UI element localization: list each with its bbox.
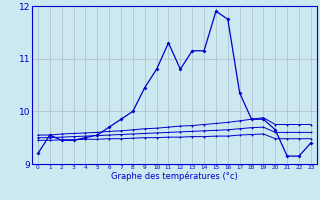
X-axis label: Graphe des températures (°c): Graphe des températures (°c) [111, 172, 238, 181]
